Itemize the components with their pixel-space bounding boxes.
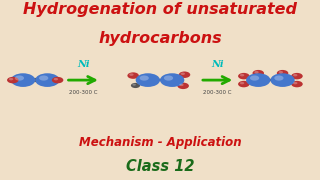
Circle shape xyxy=(291,81,303,87)
Circle shape xyxy=(250,75,259,81)
Circle shape xyxy=(240,74,244,76)
Circle shape xyxy=(179,84,184,86)
Circle shape xyxy=(240,82,244,84)
Circle shape xyxy=(277,70,288,76)
Circle shape xyxy=(39,75,48,81)
Circle shape xyxy=(160,73,184,87)
Text: 200-300 C: 200-300 C xyxy=(69,90,98,95)
Circle shape xyxy=(179,71,190,78)
Circle shape xyxy=(164,75,173,81)
Circle shape xyxy=(238,81,250,87)
Text: Class 12: Class 12 xyxy=(126,159,194,174)
Circle shape xyxy=(132,84,136,86)
Text: Hydrogenation of unsaturated: Hydrogenation of unsaturated xyxy=(23,2,297,17)
Circle shape xyxy=(252,70,264,76)
Circle shape xyxy=(180,73,185,75)
Text: hydrocarbons: hydrocarbons xyxy=(98,31,222,46)
Circle shape xyxy=(127,72,139,79)
Circle shape xyxy=(11,73,35,87)
Circle shape xyxy=(254,71,259,73)
Circle shape xyxy=(177,83,189,89)
Text: Ni: Ni xyxy=(77,60,90,69)
Circle shape xyxy=(270,73,295,87)
Circle shape xyxy=(274,75,284,81)
Circle shape xyxy=(129,73,133,76)
Circle shape xyxy=(131,83,140,88)
Circle shape xyxy=(246,73,270,87)
Circle shape xyxy=(293,82,297,84)
Text: 200-300 C: 200-300 C xyxy=(203,90,232,95)
Circle shape xyxy=(9,78,13,80)
Circle shape xyxy=(52,77,63,83)
Circle shape xyxy=(293,74,297,76)
Circle shape xyxy=(7,77,19,83)
Circle shape xyxy=(15,75,24,81)
Text: Mechanism - Application: Mechanism - Application xyxy=(79,136,241,149)
Text: Ni: Ni xyxy=(211,60,224,69)
Circle shape xyxy=(136,73,160,87)
Circle shape xyxy=(279,71,283,73)
Circle shape xyxy=(238,73,250,79)
Circle shape xyxy=(140,75,149,81)
Circle shape xyxy=(35,73,60,87)
Circle shape xyxy=(54,78,58,80)
Circle shape xyxy=(291,73,303,79)
